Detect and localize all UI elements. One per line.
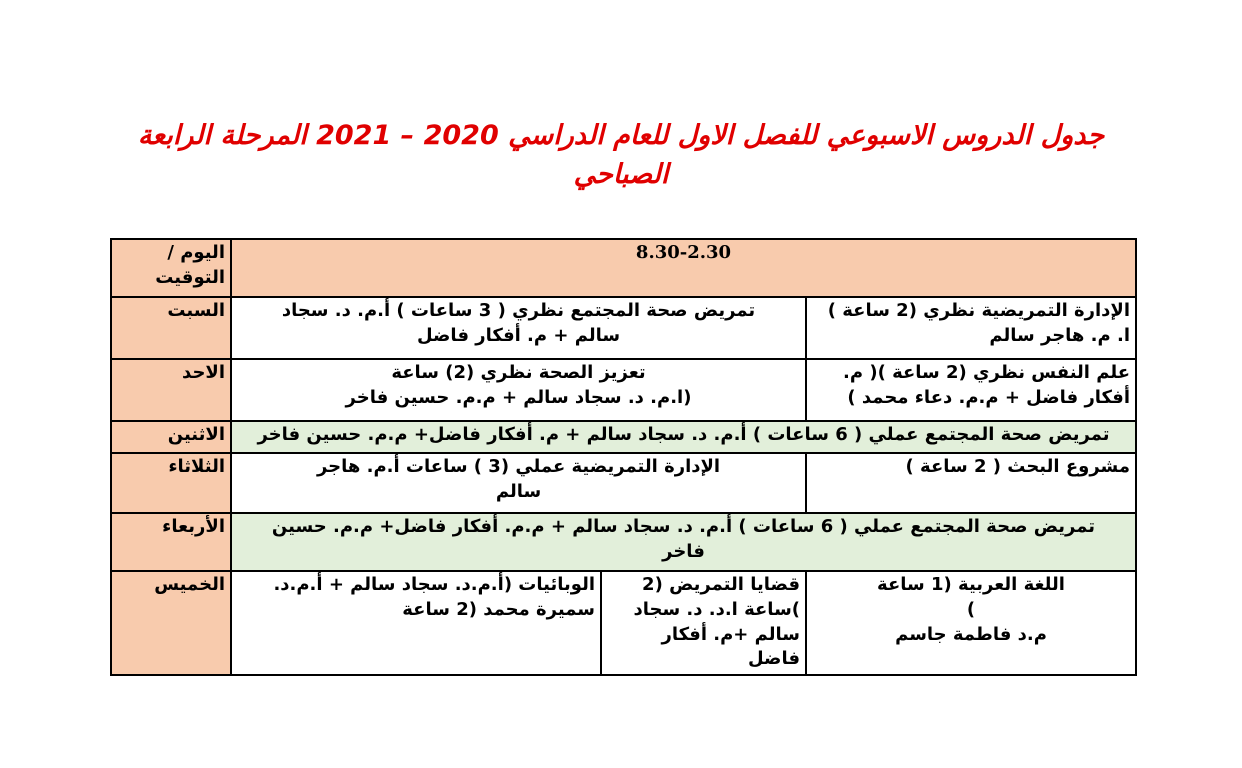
day-time-header-cell: اليوم / التوقيت (110, 238, 232, 298)
table-row-tuesday: الثلاثاء الإدارة التمريضية عملي (3 ) ساع… (110, 452, 1137, 514)
table-row-wednesday: الأربعاء تمريض صحة المجتمع عملي ( 6 ساعا… (110, 512, 1137, 572)
time-range-header-cell: 8.30-2.30 (230, 238, 1137, 298)
lesson-cell: الوبائيات (أ.م.د. سجاد سالم + أ.م.د. سمي… (230, 569, 602, 677)
day-cell-wednesday: الأربعاء (110, 512, 232, 572)
lesson-cell: قضايا التمريض (2 )ساعة ا.د. د. سجاد سالم… (600, 569, 807, 677)
table-row-monday: الاثنين تمريض صحة المجتمع عملي ( 6 ساعات… (110, 420, 1137, 454)
day-cell-monday: الاثنين (110, 420, 232, 454)
lesson-cell: تعزيز الصحة نظري (2) ساعة (ا.م. د. سجاد … (230, 358, 807, 422)
lesson-cell: تمريض صحة المجتمع نظري ( 3 ساعات ) أ.م. … (230, 296, 807, 360)
day-cell-thursday: الخميس (110, 569, 232, 677)
page-title: جدول الدروس الاسبوعي للفصل الاول للعام ا… (137, 120, 1105, 191)
lesson-cell-highlighted: تمريض صحة المجتمع عملي ( 6 ساعات ) أ.م. … (230, 420, 1137, 454)
day-cell-sunday: الاحد (110, 358, 232, 422)
table-row-sunday: الاحد تعزيز الصحة نظري (2) ساعة (ا.م. د.… (110, 358, 1137, 422)
table-row-saturday: السبت تمريض صحة المجتمع نظري ( 3 ساعات )… (110, 296, 1137, 360)
lesson-cell: الإدارة التمريضية نظري (2 ساعة ) ا. م. ه… (805, 296, 1137, 360)
table-header-row: اليوم / التوقيت 8.30-2.30 (110, 238, 1137, 298)
weekly-schedule-table: اليوم / التوقيت 8.30-2.30 السبت تمريض صح… (110, 238, 1137, 677)
lesson-cell: علم النفس نظري (2 ساعة )( م. أفكار فاضل … (805, 358, 1137, 422)
day-cell-saturday: السبت (110, 296, 232, 360)
lesson-cell-highlighted: تمريض صحة المجتمع عملي ( 6 ساعات ) أ.م. … (230, 512, 1137, 572)
table-row-thursday: الخميس الوبائيات (أ.م.د. سجاد سالم + أ.م… (110, 569, 1137, 677)
lesson-cell: الإدارة التمريضية عملي (3 ) ساعات أ.م. ه… (230, 452, 807, 514)
day-cell-tuesday: الثلاثاء (110, 452, 232, 514)
lesson-cell: اللغة العربية (1 ساعة ) م.د فاطمة جاسم (805, 569, 1137, 677)
lesson-cell: مشروع البحث ( 2 ساعة ) (805, 452, 1137, 514)
